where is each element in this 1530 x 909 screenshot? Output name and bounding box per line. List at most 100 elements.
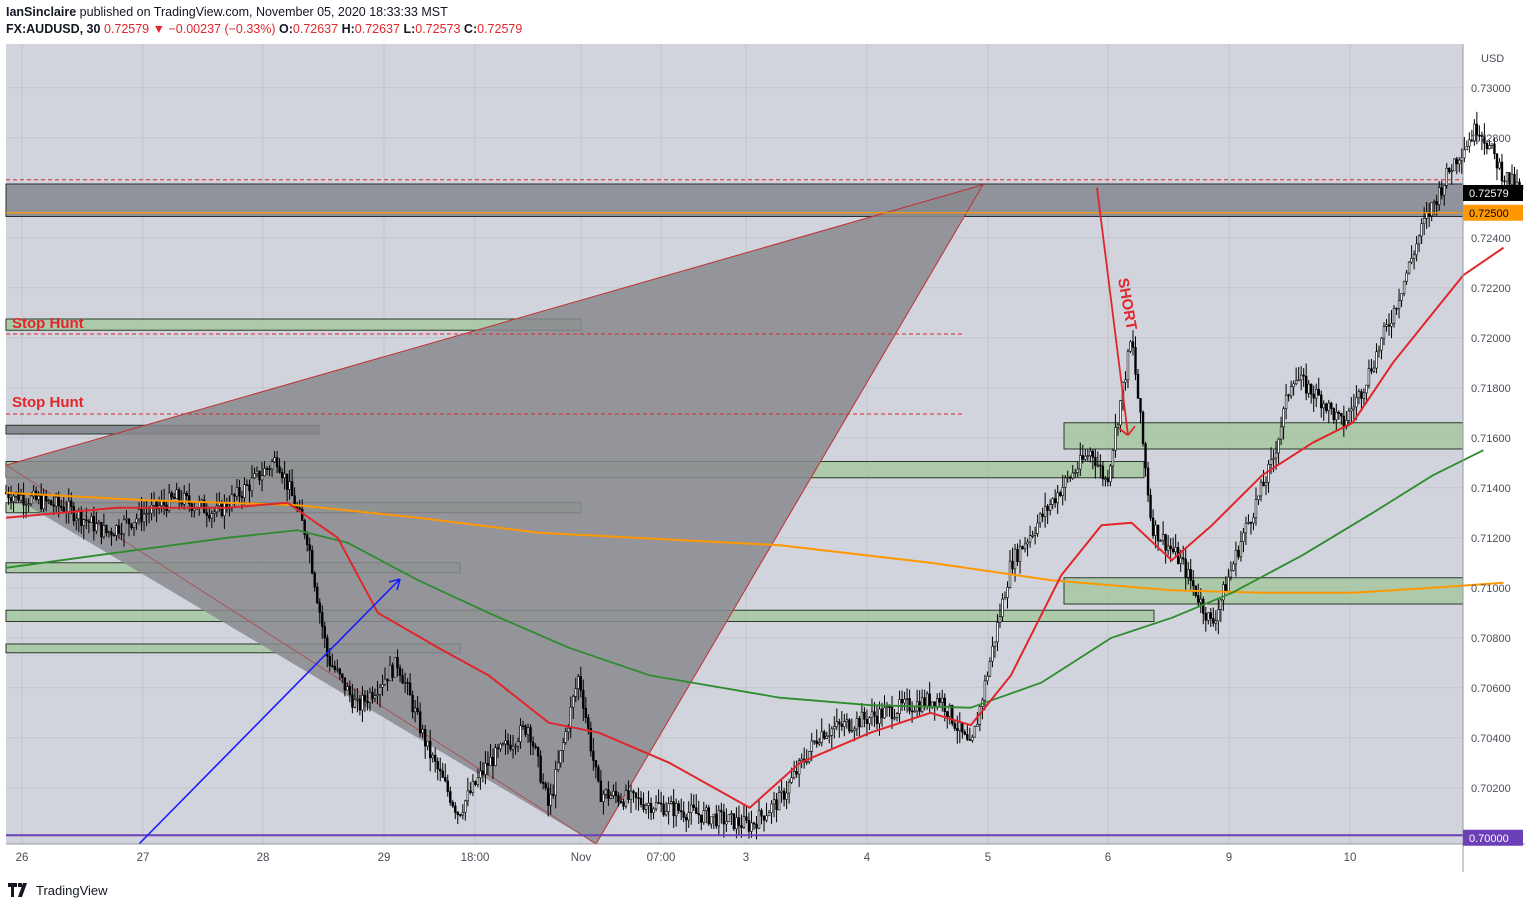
candle [479,761,482,790]
candle [1382,322,1386,346]
candle-up [1026,541,1029,545]
candle-up [37,495,40,500]
candle-down [1059,492,1062,496]
candle [707,804,711,827]
candle [745,806,748,824]
candle-down [1249,522,1253,524]
candle-down [1139,398,1142,413]
candle [1292,380,1295,396]
candle [850,718,854,733]
candle-down [57,496,60,507]
candle [792,760,796,780]
candle-up [1397,300,1401,309]
candle [1214,610,1218,631]
candle [275,451,279,474]
candle-up [75,518,78,522]
candle [1327,399,1330,424]
candle [336,659,339,673]
candle-down [268,468,271,470]
candle-up [1031,535,1034,537]
candle [647,790,650,819]
candle [456,810,459,825]
candle-down [597,766,600,782]
candle-up [792,771,796,778]
candle [1189,559,1192,590]
publisher-line: IanSinclaire published on TradingView.co… [6,4,522,21]
candle [1455,156,1458,175]
footer-brand[interactable]: TradingView [36,882,108,898]
candle-down [130,523,133,528]
time-axis-background [6,844,1525,872]
candle [534,743,537,750]
candle-down [531,741,535,747]
short-arrow-line[interactable] [1096,187,1129,436]
candle-up [1438,187,1441,206]
candle-down [72,506,75,522]
candle-down [1500,161,1504,182]
candle-up [1473,123,1476,141]
candle [449,786,452,806]
candle [421,724,424,739]
candle [529,724,532,756]
candle-up [519,725,522,743]
candle [1385,319,1388,332]
candle [582,679,585,721]
candle-down [60,505,63,508]
candle-up [1488,145,1491,150]
candle-down [436,761,439,770]
candle-down [401,675,404,684]
candle [903,691,906,711]
candle [1252,512,1255,531]
candle [554,760,557,809]
candle [514,743,517,755]
candle-up [667,803,670,812]
candle [1089,447,1092,463]
triangle-pattern[interactable] [4,183,985,845]
candle [378,683,382,708]
candle [185,490,188,501]
publisher-name[interactable]: IanSinclaire [6,5,77,19]
y-tick-label: 0.72400 [1471,233,1511,245]
candle [338,667,342,681]
candle [795,760,798,778]
candle [1387,313,1391,336]
candle-up [1086,455,1090,458]
axes[interactable]: 0.73000 0.72800 0.72400 0.72200 0.72000 0.718… [6,44,1525,872]
candle-up [1033,533,1037,536]
candle-up [183,493,186,505]
candle-up [376,694,379,696]
candle-up [1061,487,1064,496]
candle [1422,207,1426,236]
candle-up [1465,145,1469,151]
blue-arrow-line[interactable] [138,578,401,845]
candle [1347,407,1351,427]
stop-hunt-label-2[interactable]: Stop Hunt [12,394,84,411]
candle [431,752,434,763]
symbol[interactable]: FX:AUDUSD, 30 [6,22,101,36]
candle-up [807,750,811,762]
candle-up [855,718,859,730]
candle-down [679,810,683,813]
candle-down [112,534,116,537]
tradingview-logo-icon[interactable] [8,883,30,897]
candle [95,511,98,535]
candle [589,721,593,757]
candle-down [358,698,362,711]
stop-hunt-label-1[interactable]: Stop Hunt [12,315,84,332]
candle-down [848,719,851,732]
candle [1021,545,1024,550]
candle-up [785,792,788,800]
candle-down [316,586,319,603]
candle-up [820,731,823,743]
candle [1307,380,1310,398]
candle [1212,607,1215,627]
candle [406,678,409,696]
candle-up [1297,379,1300,382]
candle [1284,383,1288,420]
candle [976,711,979,727]
candle-down [233,494,236,497]
candle-up [903,698,906,704]
candle-up [421,728,424,734]
